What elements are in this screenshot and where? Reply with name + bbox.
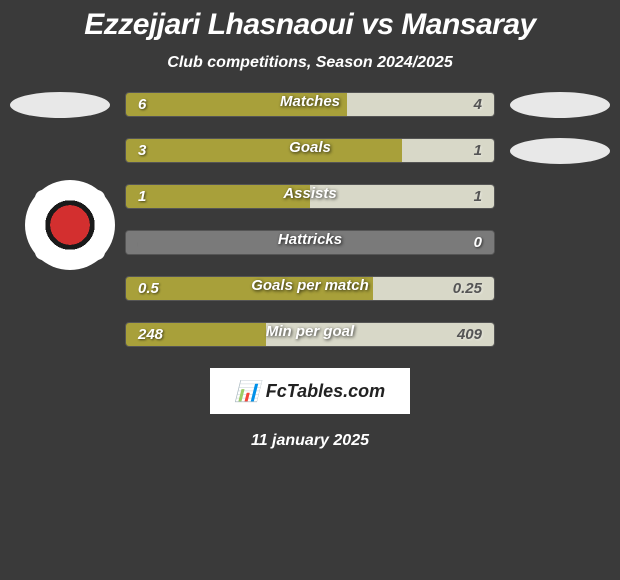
label-assists: Assists bbox=[283, 185, 336, 202]
bar-right-assists: 1 bbox=[310, 185, 494, 208]
stat-row-gpm: 0.5 Goals per match 0.25 bbox=[0, 276, 620, 301]
value-right-assists: 1 bbox=[474, 188, 482, 205]
comparison-title: Ezzejjari Lhasnaoui vs Mansaray bbox=[0, 0, 620, 42]
team-badge-left bbox=[10, 92, 110, 118]
vs-text: vs bbox=[361, 8, 393, 41]
value-left-goals: 3 bbox=[138, 142, 146, 159]
bar-right-matches: 4 bbox=[347, 93, 494, 116]
value-left-mpg: 248 bbox=[138, 326, 163, 343]
team-badge-right bbox=[510, 92, 610, 118]
value-right-hattricks: 0 bbox=[474, 234, 482, 251]
footer-date: 11 january 2025 bbox=[0, 432, 620, 450]
label-gpm: Goals per match bbox=[251, 277, 369, 294]
bar-gpm: 0.5 Goals per match 0.25 bbox=[125, 276, 495, 301]
stat-row-matches: 6 Matches 4 bbox=[0, 92, 620, 117]
bar-left-goals: 3 bbox=[126, 139, 402, 162]
brand-logo: 📊 FcTables.com bbox=[210, 368, 410, 414]
value-right-gpm: 0.25 bbox=[453, 280, 482, 297]
bar-right-goals: 1 bbox=[402, 139, 494, 162]
label-hattricks: Hattricks bbox=[278, 231, 342, 248]
season-subtitle: Club competitions, Season 2024/2025 bbox=[0, 54, 620, 72]
bar-assists: 1 Assists 1 bbox=[125, 184, 495, 209]
stat-row-mpg: 248 Min per goal 409 bbox=[0, 322, 620, 347]
player2-name: Mansaray bbox=[401, 8, 535, 41]
label-goals: Goals bbox=[289, 139, 331, 156]
bar-right-gpm: 0.25 bbox=[373, 277, 494, 300]
label-matches: Matches bbox=[280, 93, 340, 110]
value-left-assists: 1 bbox=[138, 188, 146, 205]
bar-left-mpg: 248 bbox=[126, 323, 266, 346]
value-left-gpm: 0.5 bbox=[138, 280, 159, 297]
bar-hattricks: 0 Hattricks 0 bbox=[125, 230, 495, 255]
label-mpg: Min per goal bbox=[266, 323, 354, 340]
stat-row-goals: 3 Goals 1 bbox=[0, 138, 620, 163]
value-right-mpg: 409 bbox=[457, 326, 482, 343]
bar-goals: 3 Goals 1 bbox=[125, 138, 495, 163]
value-right-matches: 4 bbox=[474, 96, 482, 113]
value-left-matches: 6 bbox=[138, 96, 146, 113]
brand-text: FcTables.com bbox=[266, 381, 385, 402]
player1-name: Ezzejjari Lhasnaoui bbox=[84, 8, 353, 41]
team-badge-right-2 bbox=[510, 138, 610, 164]
value-right-goals: 1 bbox=[474, 142, 482, 159]
bar-left-hattricks: 0 bbox=[126, 231, 138, 254]
club-logo-icon bbox=[35, 190, 105, 260]
club-logo bbox=[25, 180, 115, 270]
bar-matches: 6 Matches 4 bbox=[125, 92, 495, 117]
chart-icon: 📊 bbox=[235, 379, 260, 404]
bar-mpg: 248 Min per goal 409 bbox=[125, 322, 495, 347]
